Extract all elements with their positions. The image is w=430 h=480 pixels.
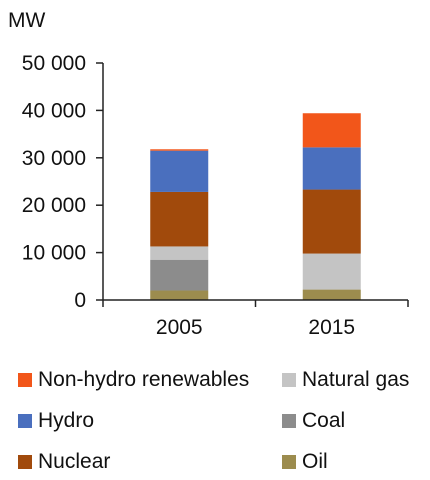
bar-segment-coal-2005 [150,259,209,291]
bar-segment-natural-gas-2005 [150,246,209,260]
bar-segment-non-hydro-renewables-2005 [150,149,209,151]
y-tick-label: 10 000 [22,242,86,265]
bar-segment-oil-2005 [150,290,209,300]
x-axis: 2005 2015 [102,299,409,339]
bar-segment-hydro-2005 [150,150,209,192]
bar-segment-nuclear-2005 [150,191,209,247]
y-tick-label: 40 000 [22,99,86,122]
bar-segment-non-hydro-renewables-2015 [302,113,361,148]
y-tick-label: 50 000 [22,52,86,75]
y-tick-label: 0 [74,289,86,312]
bar-segment-nuclear-2015 [302,189,361,254]
bar-segment-oil-2015 [302,289,361,300]
x-tick-label: 2005 [156,316,203,339]
y-axis: 0 10 000 20 000 30 000 40 000 50 000 [22,52,104,312]
x-tick-label: 2015 [308,316,355,339]
y-tick-label: 20 000 [22,194,86,217]
bar-segment-hydro-2015 [302,147,361,190]
bar-segment-natural-gas-2015 [302,253,361,290]
y-axis-unit-label: MW [8,9,45,32]
bars [150,113,361,300]
y-tick-label: 30 000 [22,147,86,170]
